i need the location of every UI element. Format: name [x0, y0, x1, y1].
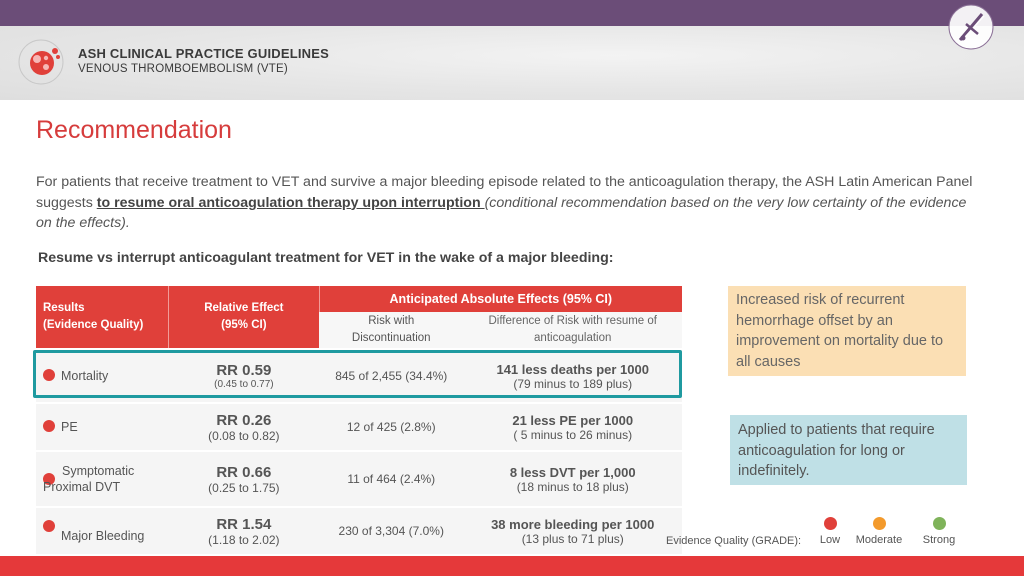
risk-cell: 11 of 464 (2.4%) [319, 450, 464, 507]
quality-low-dot-icon [43, 420, 55, 432]
difference-cell: 21 less PE per 1000 ( 5 minus to 26 minu… [463, 402, 682, 451]
quality-low-dot-icon [43, 519, 55, 532]
bottom-bar [0, 556, 1024, 576]
relative-effect-cell: RR 0.26 (0.08 to 0.82) [168, 402, 320, 451]
ash-logo-icon [18, 39, 64, 85]
note-applied-patients: Applied to patients that require anticoa… [730, 415, 967, 485]
relative-effect-cell: RR 0.59 (0.45 to 0.77) [168, 348, 320, 403]
relative-effect-cell: RR 0.66 (0.25 to 1.75) [168, 450, 320, 507]
table-row-dvt: Symptomatic Proximal DVT RR 0.66 (0.25 t… [36, 450, 682, 507]
outcome-cell: PE [36, 402, 169, 451]
legend-item-low: Low [815, 517, 845, 546]
header-relative-effect: Relative Effect (95% CI) [168, 286, 320, 349]
risk-cell: 845 of 2,455 (34.4%) [319, 348, 464, 403]
intro-italic-text: (conditional recommendation based on the… [36, 194, 967, 232]
brand-block: ASH CLINICAL PRACTICE GUIDELINES VENOUS … [78, 46, 329, 75]
header-results: Results (Evidence Quality) [36, 286, 169, 349]
corner-needle-icon [948, 4, 994, 50]
risk-cell: 12 of 425 (2.8%) [319, 402, 464, 451]
difference-cell: 38 more bleeding per 1000 (13 plus to 71… [463, 506, 682, 554]
difference-cell: 141 less deaths per 1000 (79 minus to 18… [463, 348, 682, 403]
legend-item-strong: Strong [918, 517, 960, 546]
header-risk-discontinuation: Risk with Discontinuation [319, 312, 464, 349]
evidence-table: Results (Evidence Quality) Relative Effe… [36, 286, 682, 554]
page-title: Recommendation [36, 116, 232, 144]
table-row-major-bleeding: Major Bleeding RR 1.54 (1.18 to 2.02) 23… [36, 506, 682, 554]
legend-strong-dot-icon [932, 517, 946, 530]
header-band [0, 26, 1024, 100]
legend-label: Evidence Quality (GRADE): [666, 535, 802, 547]
intro-text: For patients that receive treatment to V… [36, 174, 973, 211]
difference-cell: 8 less DVT per 1,000 (18 minus to 18 plu… [463, 450, 682, 507]
quality-low-dot-icon [43, 473, 55, 485]
header-risk-difference: Difference of Risk with resume of antico… [463, 312, 682, 349]
top-bar [0, 0, 1024, 26]
table-subtitle: Resume vs interrupt anticoagulant treatm… [38, 250, 614, 266]
legend-item-moderate: Moderate [852, 517, 906, 546]
brand-subtitle: VENOUS THROMBOEMBOLISM (VTE) [78, 63, 288, 75]
table-row-pe: PE RR 0.26 (0.08 to 0.82) 12 of 425 (2.8… [36, 402, 682, 451]
table-row-mortality: Mortality RR 0.59 (0.45 to 0.77) 845 of … [36, 348, 682, 403]
legend-low-dot-icon [823, 517, 837, 530]
legend-moderate-dot-icon [872, 517, 886, 530]
quality-low-dot-icon [43, 369, 55, 381]
relative-effect-cell: RR 1.54 (1.18 to 2.02) [168, 506, 320, 554]
note-recurrent-hemorrhage: Increased risk of recurrent hemorrhage o… [728, 286, 966, 376]
outcome-cell: Symptomatic Proximal DVT [36, 450, 169, 507]
intro-bold-text: to resume oral anticoagulation therapy u… [96, 194, 485, 211]
header-absolute-effects: Anticipated Absolute Effects (95% CI) [318, 286, 682, 312]
outcome-cell: Major Bleeding [36, 506, 169, 554]
brand-title: ASH CLINICAL PRACTICE GUIDELINES [78, 46, 330, 61]
risk-cell: 230 of 3,304 (7.0%) [319, 506, 464, 554]
mortality-highlight-frame [33, 350, 682, 398]
recommendation-paragraph: For patients that receive treatment to V… [36, 172, 976, 234]
